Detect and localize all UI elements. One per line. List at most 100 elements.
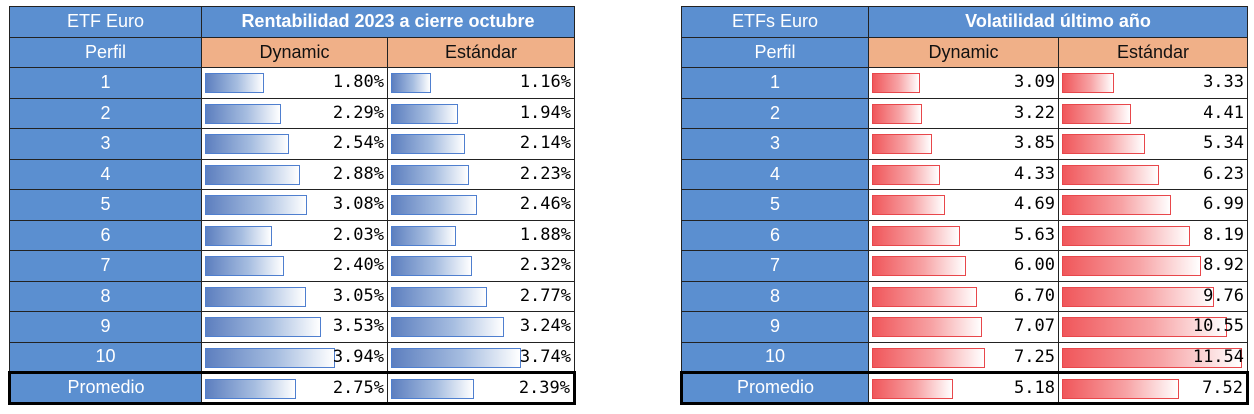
estandar-databar xyxy=(1062,195,1171,215)
perfil-cell: 3 xyxy=(681,128,869,160)
dynamic-databar xyxy=(205,73,264,93)
estandar-cell: 10.55 xyxy=(1057,311,1249,343)
estandar-value: 4.41 xyxy=(1203,102,1245,123)
estandar-value: 8.92 xyxy=(1203,255,1245,275)
table-row: 7 6.00 8.92 xyxy=(681,250,1249,282)
dynamic-cell: 7.25 xyxy=(868,341,1059,373)
estandar-cell: 2.14% xyxy=(387,128,575,160)
dynamic-databar xyxy=(205,134,289,154)
estandar-value: 8.19 xyxy=(1203,224,1245,245)
volatilidad-table: ETFs Euro Volatilidad último año Perfil … xyxy=(680,6,1250,405)
perfil-cell: 5 xyxy=(9,189,202,221)
estandar-cell: 2.32% xyxy=(387,250,575,282)
dynamic-value: 6.00 xyxy=(1014,255,1055,275)
estandar-cell: 2.46% xyxy=(387,189,575,221)
dynamic-cell: 3.53% xyxy=(201,311,388,343)
dynamic-value: 4.69 xyxy=(1014,194,1055,214)
table-row: 10 7.25 11.54 xyxy=(681,341,1249,373)
dynamic-value: 3.22 xyxy=(1014,102,1055,123)
estandar-databar xyxy=(391,256,472,276)
dynamic-cell: 2.88% xyxy=(201,158,388,190)
promedio-label: Promedio xyxy=(8,371,202,405)
table-row: 6 5.63 8.19 xyxy=(681,219,1249,251)
perfil-cell: 6 xyxy=(681,219,869,251)
dynamic-databar xyxy=(205,103,281,124)
estandar-databar xyxy=(391,225,456,246)
dynamic-header: Dynamic xyxy=(201,36,388,68)
perfil-cell: 9 xyxy=(9,311,202,343)
dynamic-databar xyxy=(872,73,920,93)
estandar-value: 10.55 xyxy=(1192,316,1245,336)
dynamic-cell: 2.03% xyxy=(201,219,388,251)
estandar-value: 2.46% xyxy=(519,194,571,214)
perfil-cell: 4 xyxy=(9,158,202,190)
table-row: 4 2.88% 2.23% xyxy=(9,158,575,190)
estandar-value: 1.16% xyxy=(519,72,571,92)
dynamic-header: Dynamic xyxy=(868,36,1059,68)
estandar-cell: 2.23% xyxy=(387,158,575,190)
dynamic-databar xyxy=(872,164,940,185)
estandar-cell: 6.99 xyxy=(1057,189,1249,221)
table-row: 8 6.70 9.76 xyxy=(681,280,1249,312)
dynamic-databar xyxy=(872,225,960,246)
table-row: 4 4.33 6.23 xyxy=(681,158,1249,190)
estandar-value: 2.23% xyxy=(519,163,571,184)
dynamic-value: 3.94% xyxy=(332,346,384,367)
estandar-databar xyxy=(391,164,469,185)
estandar-cell: 7.52 xyxy=(1057,371,1250,405)
volatilidad-title: Volatilidad último año xyxy=(867,6,1249,38)
dynamic-value: 3.09 xyxy=(1014,72,1055,92)
estandar-value: 6.99 xyxy=(1203,194,1245,214)
estandar-value: 2.77% xyxy=(519,285,571,306)
estandar-databar xyxy=(1062,164,1159,185)
estandar-cell: 6.23 xyxy=(1057,158,1249,190)
dynamic-value: 3.08% xyxy=(332,194,384,214)
dynamic-cell: 3.85 xyxy=(868,128,1059,160)
table-row: 3 2.54% 2.14% xyxy=(9,128,575,160)
rentabilidad-title: Rentabilidad 2023 a cierre octubre xyxy=(201,6,575,38)
dynamic-databar xyxy=(872,286,977,307)
table-row: 5 4.69 6.99 xyxy=(681,189,1249,221)
dynamic-cell: 5.18 xyxy=(868,371,1059,405)
perfil-cell: 2 xyxy=(9,97,202,129)
dynamic-databar xyxy=(205,286,306,307)
estandar-value: 2.39% xyxy=(518,378,570,398)
estandar-value: 1.94% xyxy=(519,102,571,123)
dynamic-value: 5.18 xyxy=(1014,378,1055,398)
dynamic-databar xyxy=(872,317,982,337)
dynamic-cell: 2.29% xyxy=(201,97,388,129)
dynamic-value: 2.88% xyxy=(332,163,384,184)
dynamic-cell: 2.40% xyxy=(201,250,388,282)
table-row: 7 2.40% 2.32% xyxy=(9,250,575,282)
perfil-cell: 4 xyxy=(681,158,869,190)
estandar-cell: 11.54 xyxy=(1057,341,1249,373)
perfil-cell: 10 xyxy=(681,341,869,373)
estandar-value: 1.88% xyxy=(519,224,571,245)
perfil-cell: 10 xyxy=(9,341,202,373)
estandar-value: 2.32% xyxy=(519,255,571,275)
dynamic-cell: 3.08% xyxy=(201,189,388,221)
estandar-cell: 2.39% xyxy=(387,371,576,405)
dynamic-databar xyxy=(872,379,953,399)
estandar-cell: 3.74% xyxy=(387,341,575,373)
estandar-databar xyxy=(391,134,465,154)
dynamic-cell: 3.94% xyxy=(201,341,388,373)
dynamic-cell: 3.05% xyxy=(201,280,388,312)
dynamic-cell: 4.33 xyxy=(868,158,1059,190)
dynamic-value: 3.05% xyxy=(332,285,384,306)
dynamic-databar xyxy=(872,134,932,154)
estandar-cell: 3.24% xyxy=(387,311,575,343)
estandar-databar xyxy=(1062,225,1190,246)
estandar-databar xyxy=(391,103,458,124)
estandar-value: 7.52 xyxy=(1202,378,1244,398)
dynamic-cell: 3.09 xyxy=(868,67,1059,99)
estandar-value: 5.34 xyxy=(1203,133,1245,153)
perfil-cell: 5 xyxy=(681,189,869,221)
estandar-databar xyxy=(1062,103,1131,124)
estandar-cell: 2.77% xyxy=(387,280,575,312)
promedio-label: Promedio xyxy=(680,371,869,405)
rentabilidad-table: ETF Euro Rentabilidad 2023 a cierre octu… xyxy=(8,6,576,405)
dynamic-cell: 6.70 xyxy=(868,280,1059,312)
dynamic-value: 2.75% xyxy=(332,378,384,398)
table-row: 10 3.94% 3.74% xyxy=(9,341,575,373)
